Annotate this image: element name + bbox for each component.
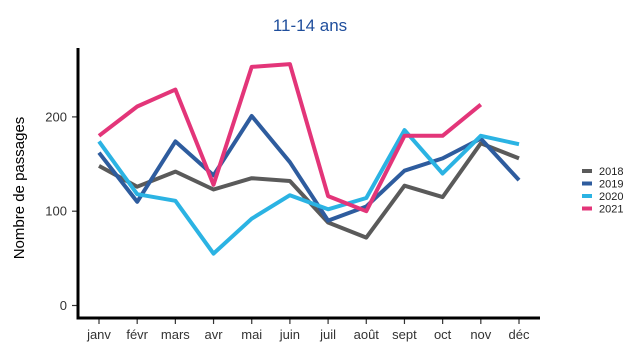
y-tick-label: 100 — [45, 204, 67, 219]
legend-label-2021: 2021 — [599, 204, 623, 216]
series-line-2021 — [97, 62, 483, 214]
x-tick-label: nov — [470, 327, 491, 342]
x-tick-label: août — [354, 327, 380, 342]
series-lines — [97, 62, 521, 256]
series-line-2019 — [97, 114, 521, 223]
legend-label-2020: 2020 — [599, 191, 623, 203]
y-axis-ticks: 0 100 200 — [45, 109, 78, 313]
y-tick-label: 200 — [45, 109, 67, 124]
x-tick-label: mai — [241, 327, 262, 342]
legend-label-2019: 2019 — [599, 179, 623, 191]
x-tick-label: sept — [392, 327, 417, 342]
x-tick-label: févr — [126, 327, 148, 342]
x-tick-label: déc — [509, 327, 530, 342]
x-tick-label: avr — [205, 327, 224, 342]
x-tick-label: mars — [161, 327, 190, 342]
x-tick-label: oct — [434, 327, 452, 342]
y-axis-label: Nombre de passages — [11, 117, 28, 260]
series-line-2020 — [97, 128, 520, 256]
x-tick-label: juil — [319, 327, 336, 342]
y-tick-label: 0 — [60, 298, 67, 313]
x-tick-label: janv — [86, 327, 111, 342]
x-tick-label: juin — [279, 327, 300, 342]
chart-title: 11-14 ans — [273, 16, 347, 35]
legend-label-2018: 2018 — [599, 166, 623, 178]
x-axis-ticks: janv févr mars avr mai juin juil août sept oct nov… — [86, 318, 530, 342]
